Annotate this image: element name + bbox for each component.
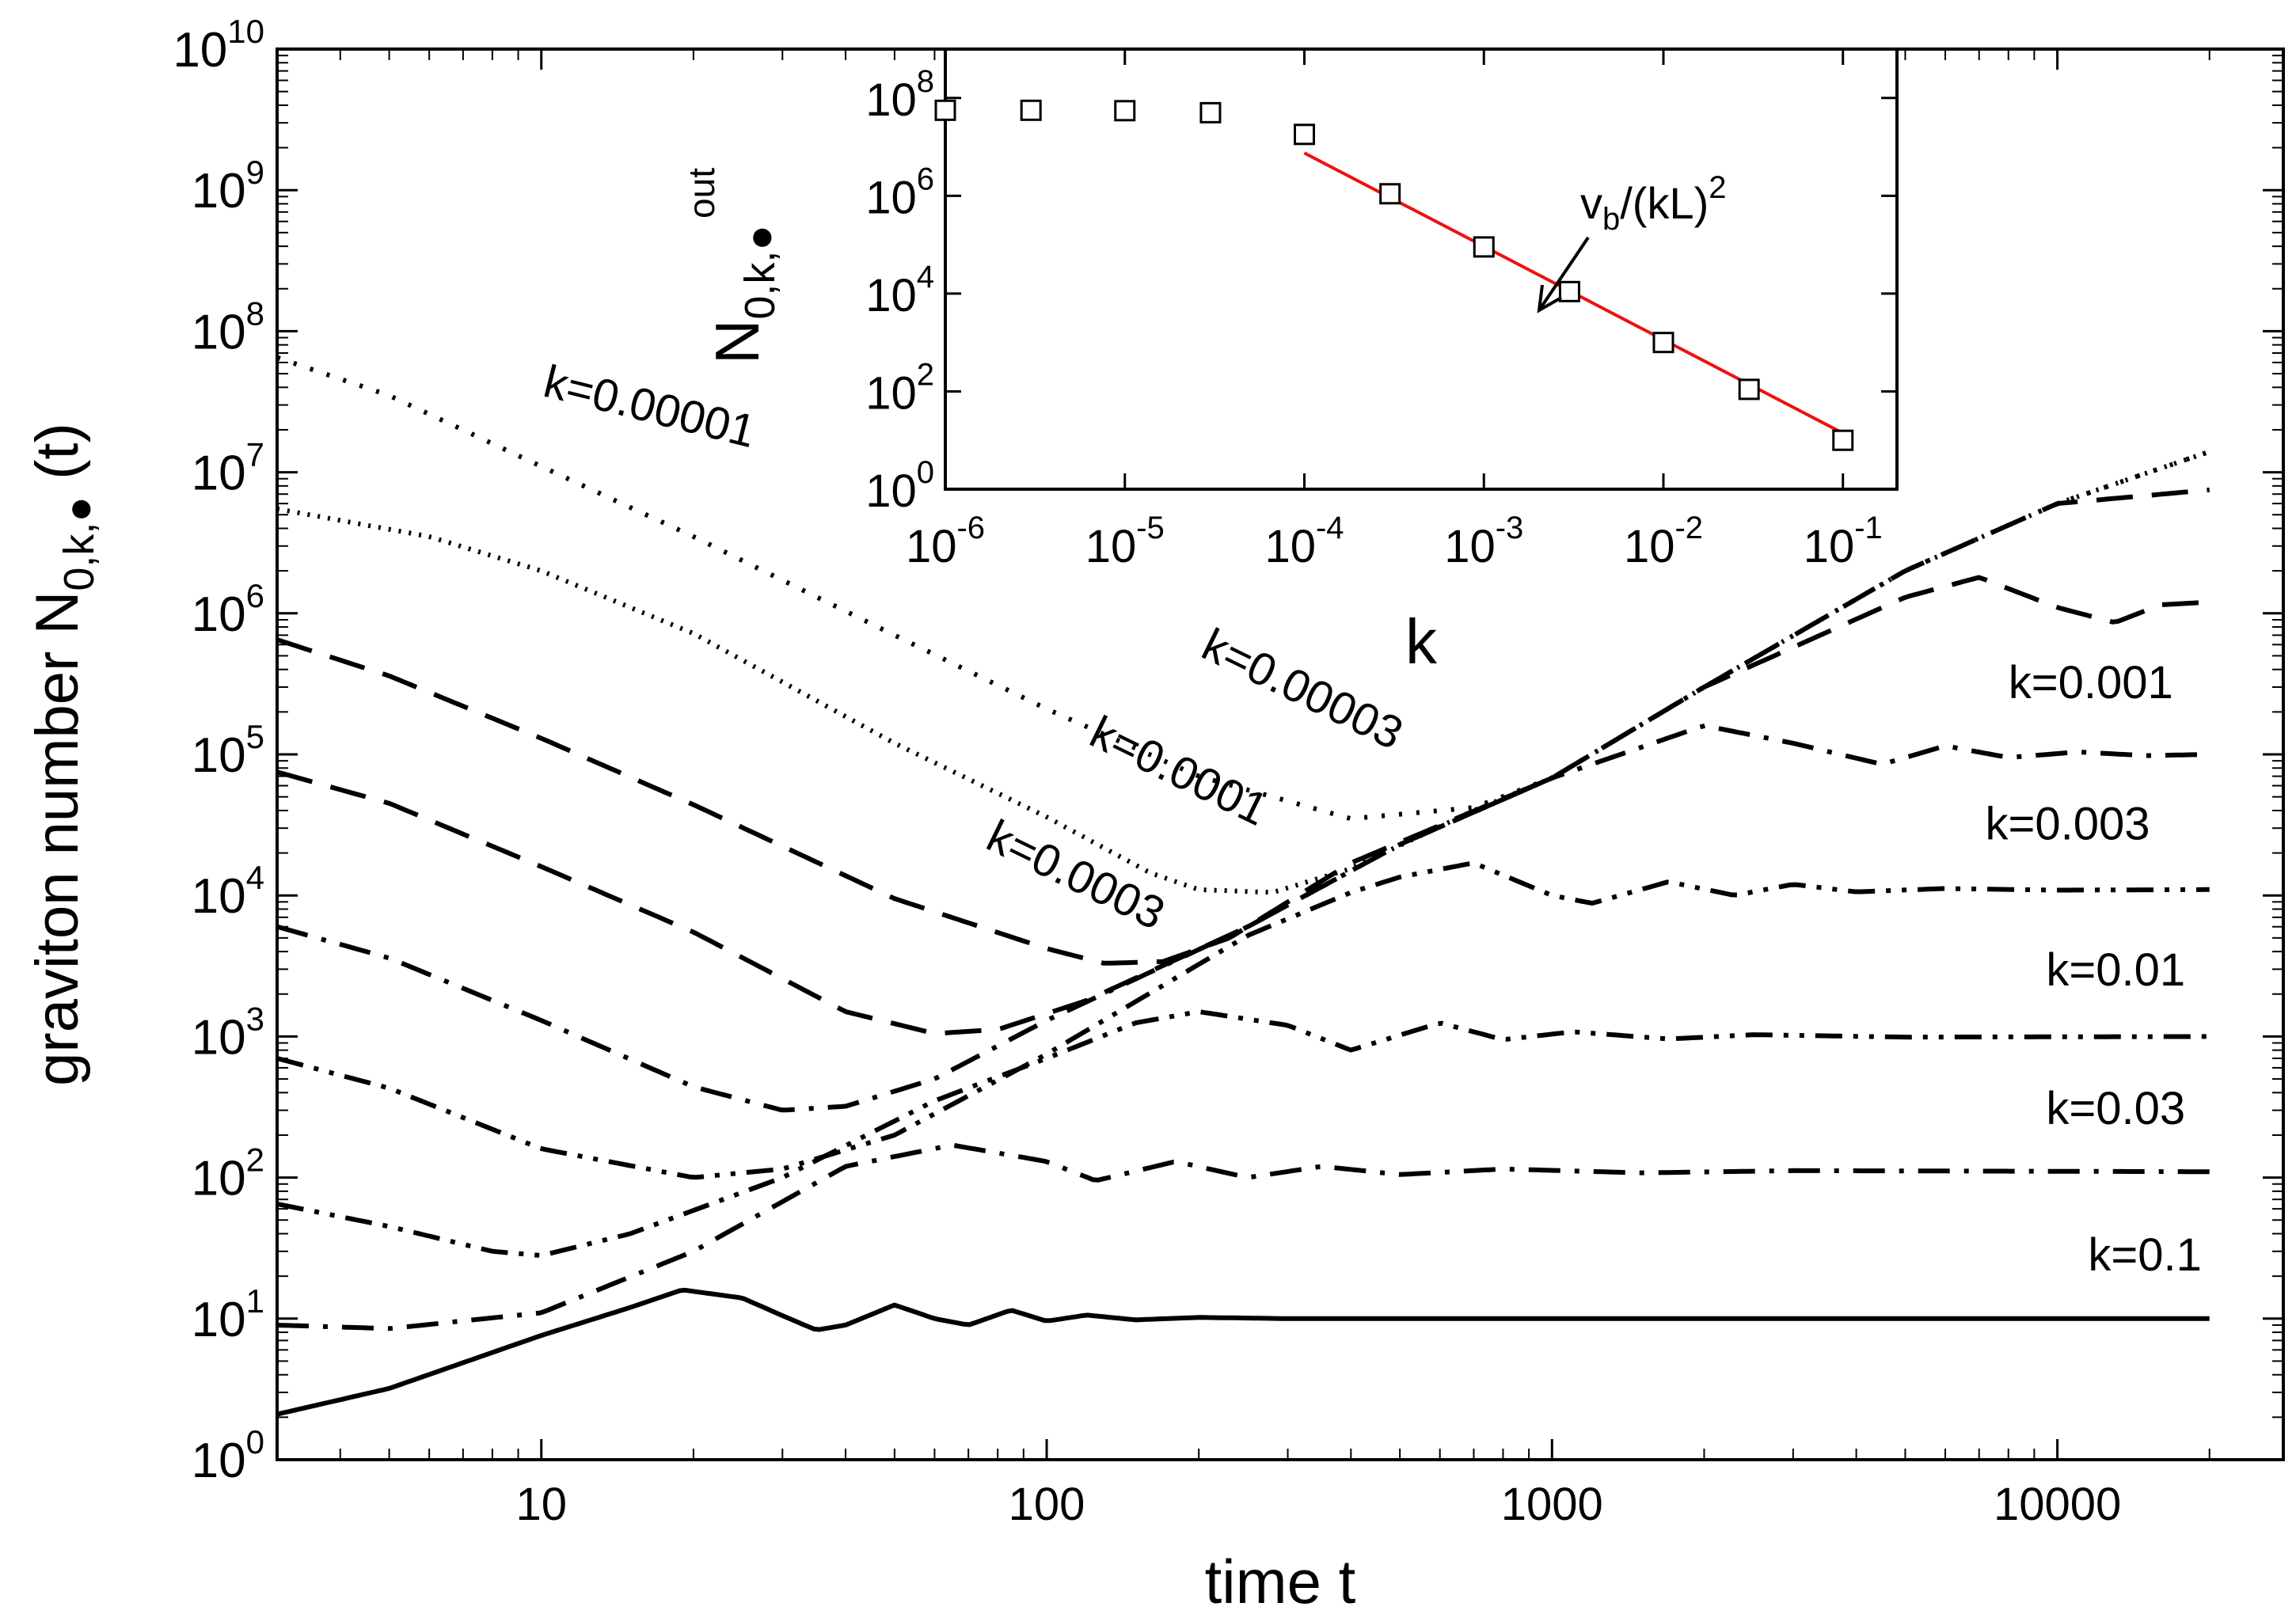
main-y-tick-label: 104 [192, 859, 264, 924]
inset-data-point [1293, 123, 1315, 146]
svg-text:N0,k,●: N0,k,● [702, 225, 784, 364]
inset-x-axis: 10-6 10-5 10-4 10-3 10-2 10-1 [906, 49, 1883, 572]
main-x-tick-label: 100 [1009, 1479, 1085, 1530]
series-line-k-0-001 [276, 723, 2210, 1113]
inset-data-point [1020, 99, 1042, 121]
inset-y-tick-label: 102 [865, 357, 934, 419]
inset-y-tick-label: 108 [865, 64, 934, 126]
svg-text:vb/(kL)2: vb/(kL)2 [1580, 170, 1727, 237]
main-y-label-sub: 0,k,● [55, 496, 103, 591]
inset-data-point [1652, 332, 1674, 354]
series-label: k=0.00003 [1194, 619, 1410, 760]
main-x-tick-label: 10 [515, 1479, 567, 1530]
fit-label-sub: b [1602, 202, 1620, 237]
inset-x-tick-label: 10-2 [1624, 511, 1703, 572]
main-y-label-suffix: (t) [24, 423, 91, 496]
inset-y-tick-label: 106 [865, 161, 934, 223]
main-y-tick-label: 105 [192, 718, 264, 783]
inset-plot-frame [944, 47, 1899, 491]
inset-series-group [934, 99, 1854, 451]
series-line-k-0-00001 [276, 355, 2210, 822]
inset-data-point [1832, 429, 1854, 451]
main-y-tick-label: 103 [192, 1000, 264, 1065]
series-line-k-0-1 [276, 1287, 2210, 1417]
inset-y-label-superscript: out [681, 168, 722, 218]
main-x-axis: 10 100 1000 10000 [276, 49, 2210, 1530]
fit-label-sup: 2 [1709, 170, 1726, 205]
series-label: k=0.001 [2009, 657, 2173, 708]
fit-label-main: v [1580, 178, 1602, 228]
main-y-tick-label: 107 [192, 436, 264, 501]
series-line-k-0-03 [276, 1142, 2210, 1331]
inset-fit-label: vb/(kL)2 [1580, 170, 1727, 237]
inset-y-label-main: N [702, 320, 772, 364]
inset-data-point [934, 99, 956, 121]
series-label: k=0.00001 [539, 355, 761, 458]
fit-label-mid: /(kL) [1620, 178, 1709, 228]
series-label: k=0.003 [1986, 798, 2150, 849]
main-series-group [276, 355, 2210, 1417]
inset-y-tick-label: 100 [865, 455, 934, 517]
inset-data-point [1199, 101, 1222, 123]
main-y-label-main: graviton number N [24, 591, 91, 1086]
inset-x-axis-label: k [1405, 606, 1438, 677]
series-line-k-0-01 [276, 1009, 2210, 1258]
fit-label-arrow [1537, 236, 1590, 313]
inset-y-axis: 100 102 104 106 108 [865, 64, 1897, 517]
main-y-axis-label: graviton number N0,k,● (t) [24, 423, 103, 1086]
series-label: k=0.1 [2088, 1229, 2202, 1281]
main-x-tick-label: 10000 [1994, 1479, 2121, 1530]
inset-data-point [1558, 280, 1580, 302]
inset-data-point [1738, 378, 1760, 401]
series-label: k=0.0003 [979, 810, 1173, 940]
series-label: k=0.0001 [1082, 706, 1275, 836]
main-y-tick-label: 106 [192, 577, 264, 642]
inset-x-tick-label: 10-6 [906, 511, 985, 572]
main-y-tick-label: 101 [192, 1282, 264, 1347]
main-y-tick-label: 100 [192, 1423, 264, 1488]
inset-x-tick-label: 10-1 [1804, 511, 1883, 572]
inset-plot: 10-6 10-5 10-4 10-3 10-2 10-1 100 102 104 106 108… [681, 47, 1899, 677]
main-y-tick-label: 1010 [173, 13, 264, 78]
inset-x-tick-label: 10-4 [1264, 511, 1344, 572]
inset-x-tick-label: 10-5 [1085, 511, 1165, 572]
main-x-axis-label: time t [1205, 1547, 1356, 1616]
series-line-k-0-0003 [276, 575, 2210, 1036]
inset-data-point [1114, 100, 1136, 122]
main-y-tick-label: 102 [192, 1141, 264, 1206]
svg-text:graviton number N0,k,● (t): graviton number N0,k,● (t) [24, 423, 103, 1086]
inset-y-tick-label: 104 [865, 260, 934, 321]
inset-y-label-sub: 0,k,● [736, 225, 784, 320]
inset-x-tick-label: 10-3 [1444, 511, 1523, 572]
series-line-k-0-003 [276, 860, 2210, 1180]
inset-data-point [1473, 236, 1495, 258]
main-x-tick-label: 1000 [1501, 1479, 1603, 1530]
inset-y-axis-label: N0,k,● [702, 225, 784, 364]
series-line-k-0-0001 [276, 487, 2210, 966]
series-label: k=0.01 [2046, 944, 2185, 996]
main-y-tick-label: 108 [192, 294, 264, 359]
main-y-axis: 100 101 102 103 104 105 106 107 108 109 1010 [173, 13, 2283, 1488]
series-label: k=0.03 [2046, 1083, 2185, 1134]
inset-plot-background [945, 49, 1897, 489]
inset-data-point [1379, 183, 1401, 205]
main-y-tick-label: 109 [192, 154, 264, 218]
